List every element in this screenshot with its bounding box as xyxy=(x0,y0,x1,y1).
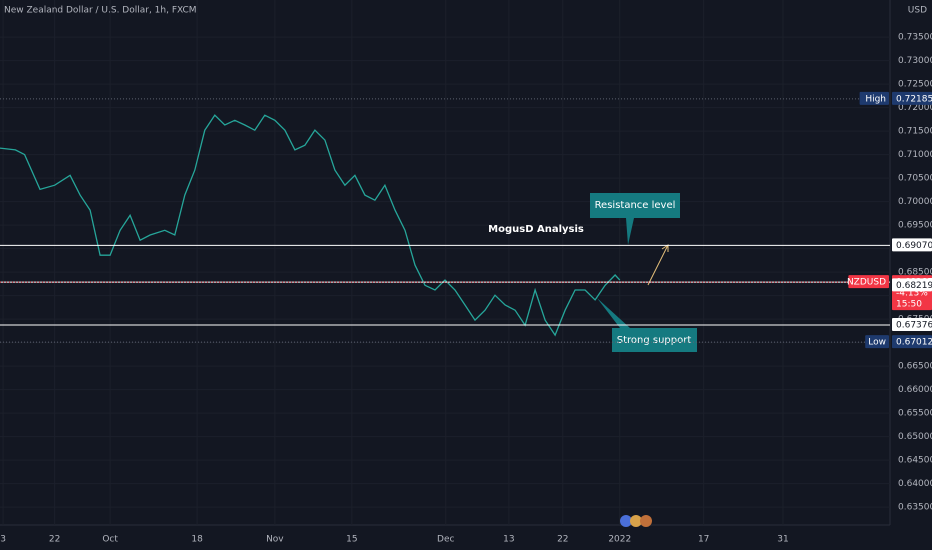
x-tick-label: 3 xyxy=(0,535,6,545)
price-label-box xyxy=(892,91,932,105)
event-icon xyxy=(640,515,652,527)
chart-title: New Zealand Dollar / U.S. Dollar, 1h, FX… xyxy=(4,6,197,16)
level-name: Low xyxy=(868,338,886,348)
y-tick-label: 0.70000 xyxy=(898,197,932,207)
x-tick-label: 15 xyxy=(346,535,357,545)
y-tick-label: 0.71500 xyxy=(898,127,932,137)
y-tick-label: 0.69500 xyxy=(898,221,932,231)
y-tick-label: 0.66000 xyxy=(898,385,932,395)
price-label-box xyxy=(892,278,932,292)
currency: USD xyxy=(908,6,927,16)
x-tick-label: 17 xyxy=(698,535,709,545)
price-label-box xyxy=(892,317,932,331)
level-name-box xyxy=(865,335,889,349)
price-label-box xyxy=(892,238,932,252)
support-text: Strong support xyxy=(617,335,692,346)
price-label-box xyxy=(892,335,932,349)
event-icons xyxy=(620,515,652,527)
bar-countdown: 15:50 xyxy=(896,300,922,310)
x-tick-label: 31 xyxy=(777,535,788,545)
y-tick-label: 0.68500 xyxy=(898,268,932,278)
y-tick-label: 0.65500 xyxy=(898,409,932,419)
grid xyxy=(0,0,890,525)
y-tick-label: 0.73000 xyxy=(898,56,932,66)
price-label: 0.69070 xyxy=(896,241,932,251)
y-tick-label: 0.73500 xyxy=(898,33,932,43)
price-label: 0.67376 xyxy=(896,320,932,330)
x-tick-label: Oct xyxy=(102,535,118,545)
callout-support xyxy=(597,298,697,352)
event-icon xyxy=(630,515,642,527)
level-name-box xyxy=(848,275,889,289)
level-name: High xyxy=(865,94,886,104)
x-tick-label: 2022 xyxy=(608,535,631,545)
y-tick-label: 0.72000 xyxy=(898,103,932,113)
x-tick-label: 22 xyxy=(557,535,568,545)
price-label: 0.68219 xyxy=(896,281,932,291)
price-label: 0.67012 xyxy=(896,338,932,348)
y-tick-label: 0.72500 xyxy=(898,80,932,90)
x-tick-label: Dec xyxy=(437,535,454,545)
callout-resistance xyxy=(590,193,680,245)
price-label: 0.72185 xyxy=(896,94,932,104)
level-name: NZDUSD xyxy=(847,278,886,288)
y-tick-label: 0.70500 xyxy=(898,174,932,184)
x-tick-label: Nov xyxy=(266,535,284,545)
y-tick-label: 0.64500 xyxy=(898,456,932,466)
y-tick-label: 0.66500 xyxy=(898,362,932,372)
x-tick-label: 13 xyxy=(503,535,514,545)
y-tick-label: 0.65000 xyxy=(898,432,932,442)
resistance-text: Resistance level xyxy=(595,200,676,211)
analysis-heading: MogusD Analysis xyxy=(488,224,584,235)
y-tick-label: 0.71000 xyxy=(898,150,932,160)
y-tick-label: 0.64000 xyxy=(898,479,932,489)
price-change: -4.13% xyxy=(896,289,928,299)
x-tick-label: 18 xyxy=(191,535,203,545)
event-icon xyxy=(620,515,632,527)
x-tick-label: 22 xyxy=(49,535,60,545)
y-tick-label: 0.63500 xyxy=(898,503,932,513)
level-name-box xyxy=(859,91,889,105)
